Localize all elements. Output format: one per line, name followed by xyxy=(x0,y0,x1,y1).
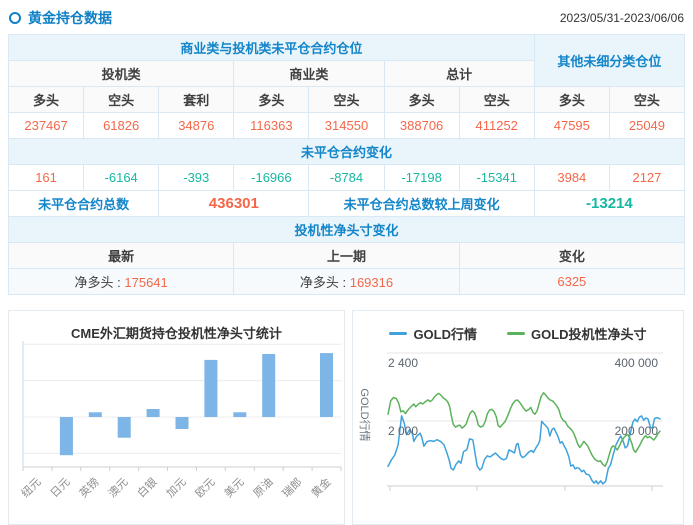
page-title: 黄金持仓数据 xyxy=(28,10,112,26)
line-marker-icon xyxy=(507,332,525,335)
net-prev-cell: 净多头 : 169316 xyxy=(233,268,460,295)
change-value: -16966 xyxy=(233,164,310,191)
right-axis-tick-400000: 400 000 xyxy=(614,356,658,370)
band-change-header: 未平仓合约变化 xyxy=(8,138,685,165)
change-value: 2127 xyxy=(608,164,686,191)
net-prev-label: 净多头 : xyxy=(299,275,350,290)
band-main-header: 商业类与投机类未平仓合约仓位 xyxy=(8,34,535,61)
oi-value: 25049 xyxy=(608,112,686,139)
line-chart-svg xyxy=(387,352,663,491)
total-oi-value: 436301 xyxy=(158,190,310,217)
net-col-previous: 上一期 xyxy=(233,242,460,269)
positions-table: 商业类与投机类未平仓合约仓位 其他未细分类仓位 投机类 商业类 总计 多头 空头… xyxy=(7,34,686,295)
legend-label: GOLD投机性净头寸 xyxy=(531,327,647,342)
net-col-latest: 最新 xyxy=(7,242,235,269)
oi-value: 314550 xyxy=(308,112,385,139)
change-value: -17198 xyxy=(383,164,460,191)
right-axis-tick-200000: 200 000 xyxy=(614,424,658,438)
col-header: 多头 xyxy=(7,86,85,113)
change-value: 3984 xyxy=(533,164,610,191)
net-header-row: 最新 上一期 变化 xyxy=(7,242,686,269)
totals-row: 未平仓合约总数 436301 未平仓合约总数较上周变化 -13214 xyxy=(7,190,686,217)
net-latest-value: 175641 xyxy=(124,275,168,290)
oi-value: 116363 xyxy=(233,112,310,139)
legend-item-gold-price[interactable]: GOLD行情 xyxy=(389,324,477,343)
net-col-change: 变化 xyxy=(458,242,686,269)
change-value: -8784 xyxy=(308,164,385,191)
col-header: 多头 xyxy=(533,86,610,113)
legend-label: GOLD行情 xyxy=(413,327,477,342)
oi-value: 34876 xyxy=(158,112,235,139)
col-header: 多头 xyxy=(383,86,460,113)
change-row: 161 -6164 -393 -16966 -8784 -17198 -1534… xyxy=(7,164,686,191)
net-change-value: 6325 xyxy=(458,268,686,295)
left-axis-title: GOLD行情 xyxy=(358,388,370,442)
change-value: -15341 xyxy=(458,164,535,191)
column-header-row: 多头 空头 套利 多头 空头 多头 空头 多头 空头 xyxy=(7,86,686,113)
band-net-header: 投机性净头寸变化 xyxy=(8,216,685,243)
line-chart-legend: GOLD行情 GOLD投机性净头寸 xyxy=(353,324,683,343)
net-latest-label: 净多头 : xyxy=(74,275,125,290)
oi-value: 47595 xyxy=(533,112,610,139)
change-value: -6164 xyxy=(83,164,160,191)
group-header-commercial: 商业类 xyxy=(233,60,385,87)
bar-chart-card: CME外汇期货持仓投机性净头寸统计 纽元 日元 英镑 澳元 白银 加元 欧元 美元 原油 瑞郎 黄金 xyxy=(8,310,345,525)
oi-value: 388706 xyxy=(383,112,460,139)
oi-value: 411252 xyxy=(458,112,535,139)
legend-item-net-position[interactable]: GOLD投机性净头寸 xyxy=(507,324,647,343)
total-oi-label: 未平仓合约总数 xyxy=(7,190,160,217)
open-interest-row: 237467 61826 34876 116363 314550 388706 … xyxy=(7,112,686,139)
net-prev-value: 169316 xyxy=(349,275,394,290)
col-header: 空头 xyxy=(458,86,535,113)
line-marker-icon xyxy=(389,332,408,335)
total-change-label: 未平仓合约总数较上周变化 xyxy=(308,190,535,217)
bar-chart-svg xyxy=(22,341,342,471)
left-axis-tick-2000: 2 000 xyxy=(388,424,419,438)
left-axis-tick-2400: 2 400 xyxy=(388,356,419,370)
line-chart-card: GOLD行情 GOLD投机性净头寸 2 400 400 000 2 000 20… xyxy=(352,310,684,525)
group-header-speculative: 投机类 xyxy=(7,60,235,87)
col-header: 空头 xyxy=(608,86,686,113)
change-value: -393 xyxy=(158,164,235,191)
total-change-value: -13214 xyxy=(533,190,686,217)
page-header: 黄金持仓数据 2023/05/31-2023/06/06 xyxy=(0,0,693,32)
oi-value: 61826 xyxy=(83,112,160,139)
circle-bullet-icon xyxy=(9,12,21,24)
change-value: 161 xyxy=(7,164,85,191)
net-latest-cell: 净多头 : 175641 xyxy=(7,268,235,295)
net-values-row: 净多头 : 175641 净多头 : 169316 6325 xyxy=(7,268,686,295)
col-header: 多头 xyxy=(233,86,310,113)
band-other-header: 其他未细分类仓位 xyxy=(533,34,686,87)
col-header: 套利 xyxy=(158,86,235,113)
oi-value: 237467 xyxy=(7,112,85,139)
group-header-total: 总计 xyxy=(383,60,535,87)
date-range: 2023/05/31-2023/06/06 xyxy=(559,11,684,25)
bar-chart-title: CME外汇期货持仓投机性净头寸统计 xyxy=(71,326,282,341)
col-header: 空头 xyxy=(308,86,385,113)
col-header: 空头 xyxy=(83,86,160,113)
